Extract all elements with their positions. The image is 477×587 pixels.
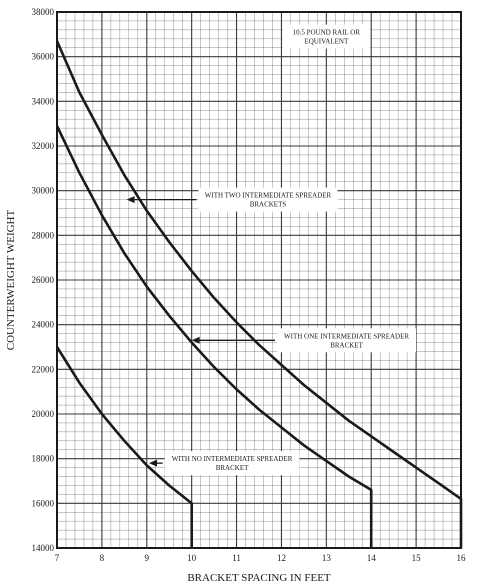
x-tick-label: 15 xyxy=(412,553,422,563)
annotation-text-1: EQUIVALENT xyxy=(304,38,349,46)
y-tick-label: 20000 xyxy=(32,409,55,419)
x-tick-label: 12 xyxy=(277,553,286,563)
y-tick-label: 16000 xyxy=(32,498,55,508)
y-tick-label: 22000 xyxy=(32,364,55,374)
curve-line-2 xyxy=(55,125,373,548)
curve-line-1 xyxy=(55,40,463,548)
annotation-box-1 xyxy=(282,24,371,49)
annotation-boxes xyxy=(164,24,417,476)
annotation-text-3: BRACKET xyxy=(330,341,363,349)
y-tick-label: 32000 xyxy=(32,141,55,151)
y-tick-label: 28000 xyxy=(32,230,55,240)
arrow-head-3 xyxy=(191,336,200,344)
x-tick-label: 14 xyxy=(367,553,377,563)
x-tick-label: 9 xyxy=(145,553,150,563)
y-tick-label: 14000 xyxy=(32,543,55,553)
annotation-box-4 xyxy=(164,451,300,476)
curves xyxy=(55,40,463,548)
y-tick-label: 30000 xyxy=(32,186,55,196)
x-tick-label: 16 xyxy=(457,553,467,563)
y-tick-label: 24000 xyxy=(32,320,55,330)
plot-frame xyxy=(56,11,462,549)
annotation-arrows xyxy=(126,196,276,467)
y-tick-label: 36000 xyxy=(32,52,55,62)
y-tick-labels: 14000 16000 18000 20000 22000 24000 26000 28000… xyxy=(32,7,55,553)
annotation-box-2 xyxy=(198,187,338,212)
annotation-text-3: WITH ONE INTERMEDIATE SPREADER xyxy=(284,332,409,340)
y-tick-label: 34000 xyxy=(32,96,55,106)
x-tick-label: 13 xyxy=(322,553,332,563)
annotation-text-2: WITH TWO INTERMEDIATE SPREADER xyxy=(205,192,332,200)
y-tick-label: 38000 xyxy=(32,7,55,17)
curve-line-3 xyxy=(55,346,193,548)
annotation-text-2: BRACKETS xyxy=(250,201,287,209)
x-tick-label: 7 xyxy=(55,553,60,563)
x-axis-title: BRACKET SPACING IN FEET xyxy=(187,572,331,584)
annotation-text-1: 10.5 POUND RAIL OR xyxy=(293,29,361,37)
annotation-text-4: BRACKET xyxy=(216,464,249,472)
x-tick-label: 8 xyxy=(100,553,105,563)
x-tick-label: 10 xyxy=(187,553,197,563)
annotation-box-3 xyxy=(277,328,417,353)
x-tick-label: 11 xyxy=(232,553,241,563)
y-tick-label: 26000 xyxy=(32,275,55,285)
y-axis-title: COUNTERWEIGHT WEIGHT xyxy=(5,210,17,351)
x-tick-labels: 7 8 9 10 11 12 13 14 15 16 xyxy=(55,553,466,563)
annotation-text-4: WITH NO INTERMEDIATE SPREADER xyxy=(172,455,293,463)
arrow-head-2 xyxy=(126,196,135,204)
y-tick-label: 18000 xyxy=(32,454,55,464)
arrow-head-4 xyxy=(149,459,158,467)
